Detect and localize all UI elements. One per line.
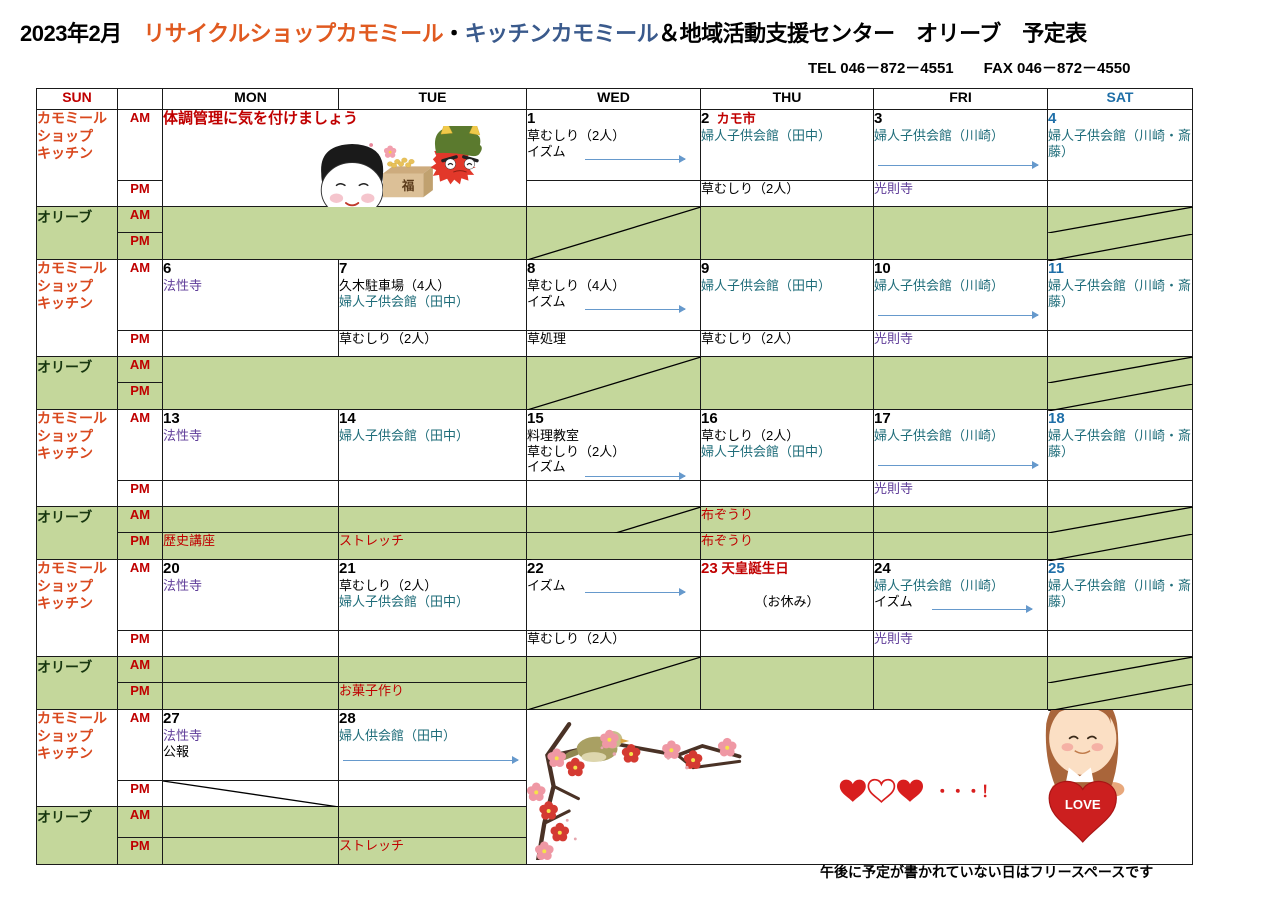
svg-text:・・・！: ・・・！ [934,784,996,801]
svg-text:LOVE: LOVE [1065,797,1101,812]
svg-text:福: 福 [401,178,414,193]
